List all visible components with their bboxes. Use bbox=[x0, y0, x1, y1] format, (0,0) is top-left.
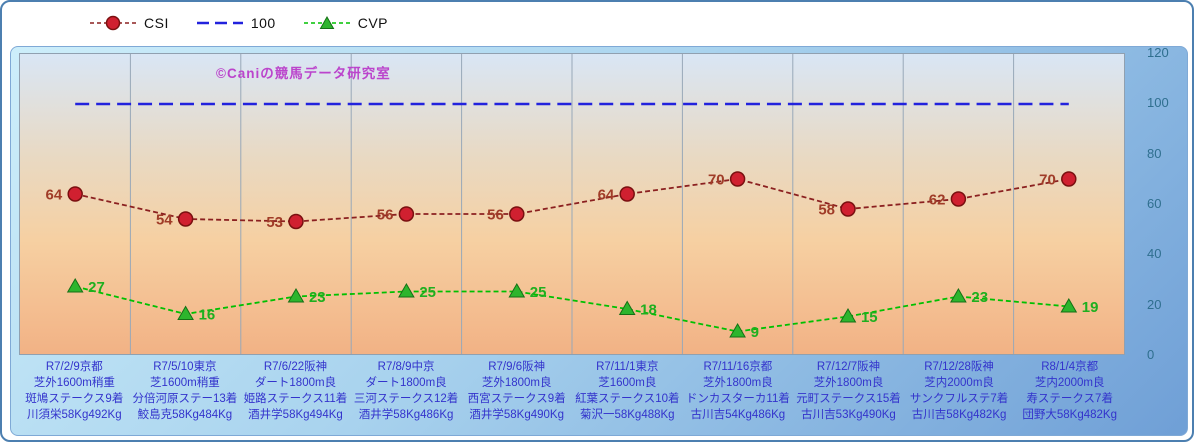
csi-point bbox=[619, 186, 635, 202]
csi-point bbox=[288, 213, 304, 230]
x-axis-label: R7/11/1東京 芝1600m良 紅葉ステークス10着 菊沢一58Kg488Kg bbox=[575, 361, 680, 421]
csi-point bbox=[729, 171, 746, 187]
csi-point bbox=[67, 186, 83, 202]
cvp-value-label: 15 bbox=[861, 309, 878, 326]
cvp-point bbox=[177, 305, 194, 320]
cvp-point bbox=[950, 288, 967, 303]
csi-value-label: 56 bbox=[377, 206, 394, 223]
x-axis-label: R7/11/16京都 芝外1800m良 ドンカスターカ11着 古川吉54Kg486Kg bbox=[685, 361, 790, 421]
csi-point bbox=[950, 191, 967, 207]
cvp-legend-marker-icon bbox=[303, 15, 350, 29]
cvp-point bbox=[729, 323, 746, 338]
x-axis-label: R7/5/10東京 芝1600m稍重 分倍河原ステー13着 鮫島克58Kg484Kg bbox=[132, 361, 238, 421]
csi-point bbox=[509, 206, 525, 222]
y-axis-label: 80 bbox=[1147, 145, 1162, 161]
x-axis-label: R7/12/7阪神 芝外1800m良 元町ステークス15着 古川吉53Kg490Kg bbox=[796, 361, 901, 421]
y-axis-label: 40 bbox=[1147, 246, 1162, 262]
cvp-point bbox=[839, 308, 857, 323]
cvp-point bbox=[287, 288, 305, 303]
cvp-value-label: 18 bbox=[640, 301, 657, 318]
legend-item-cvp: CVP bbox=[303, 15, 388, 31]
x-axis: R7/2/9京都 芝外1600m稍重 斑鳩ステークス9着 川須栄58Kg492Kg R7… bbox=[19, 359, 1125, 423]
csi-value-label: 62 bbox=[929, 191, 946, 208]
y-axis-label: 60 bbox=[1147, 196, 1162, 211]
csi-value-label: 58 bbox=[818, 201, 835, 218]
csi-value-label: 64 bbox=[598, 186, 615, 203]
x-axis-label: R7/8/9中京 ダート1800m良 三河ステークス12着 酒井学58Kg486Kg bbox=[353, 361, 459, 421]
csi-value-label: 53 bbox=[266, 214, 283, 231]
x-axis-label: R7/12/28阪神 芝内2000m良 サンクフルステ7着 古川吉58Kg482Kg bbox=[909, 361, 1009, 421]
csi-legend-marker-icon bbox=[90, 15, 136, 31]
cvp-point bbox=[66, 278, 84, 293]
csi-value-label: 56 bbox=[487, 206, 504, 223]
cvp-line bbox=[74, 285, 1069, 333]
plot-area: 64 54 53 56 56 64 70 58 62 70 27 16 23 25 25 18 9 15 23 19 … bbox=[19, 53, 1125, 355]
csi-line bbox=[75, 178, 1069, 223]
csi-point bbox=[398, 206, 415, 222]
y-axis: 0 20 40 60 80 100 120 bbox=[1147, 45, 1189, 435]
csi-value-label: 70 bbox=[1039, 171, 1056, 188]
csi-value-label: 70 bbox=[708, 171, 725, 188]
cvp-value-label: 23 bbox=[309, 289, 326, 306]
cvp-value-label: 9 bbox=[751, 324, 759, 341]
legend-item-csi: CSI bbox=[90, 15, 169, 31]
y-axis-label: 0 bbox=[1147, 347, 1155, 362]
csi-point bbox=[177, 211, 194, 227]
cvp-value-label: 27 bbox=[88, 279, 105, 296]
cvp-value-label: 25 bbox=[419, 284, 436, 301]
legend-item-100: 100 bbox=[196, 15, 276, 31]
legend-label-csi: CSI bbox=[144, 15, 169, 31]
reference-legend-marker-icon bbox=[196, 21, 243, 25]
x-axis-label: R7/2/9京都 芝外1600m稍重 斑鳩ステークス9着 川須栄58Kg492Kg bbox=[25, 361, 124, 421]
cvp-value-label: 23 bbox=[971, 289, 988, 306]
x-axis-label: R8/1/4京都 芝内2000m良 寿ステークス7着 団野大58Kg482Kg bbox=[1022, 361, 1117, 421]
csi-value-label: 54 bbox=[156, 211, 173, 228]
plot-canvas: 64 54 53 56 56 64 70 58 62 70 27 16 23 25 25 18 9 15 23 19 bbox=[46, 54, 1099, 354]
legend-label-100: 100 bbox=[250, 15, 276, 31]
cvp-point bbox=[508, 283, 526, 298]
y-axis-label: 100 bbox=[1147, 95, 1169, 111]
x-axis-label: R7/9/6阪神 芝外1800m良 西宮ステークス9着 酒井学58Kg490Kg bbox=[467, 361, 566, 421]
csi-point bbox=[1061, 171, 1077, 187]
cvp-value-label: 19 bbox=[1082, 299, 1099, 316]
csi-point bbox=[840, 201, 856, 217]
cvp-point bbox=[1060, 298, 1078, 313]
y-axis-label: 20 bbox=[1147, 296, 1162, 312]
cvp-point bbox=[618, 300, 636, 315]
chart-panel: 64 54 53 56 56 64 70 58 62 70 27 16 23 25 25 18 9 15 23 19 … bbox=[10, 45, 1189, 436]
cvp-value-label: 16 bbox=[199, 306, 216, 323]
watermark: ©Caniの競馬データ研究室 bbox=[216, 66, 391, 81]
csi-value-label: 64 bbox=[46, 186, 63, 203]
cvp-value-label: 25 bbox=[530, 284, 547, 301]
y-axis-label: 120 bbox=[1147, 45, 1169, 60]
x-axis-label: R7/6/22阪神 ダート1800m良 姫路ステークス11着 酒井学58Kg494Kg bbox=[243, 361, 348, 421]
cvp-point bbox=[398, 283, 415, 298]
legend-label-cvp: CVP bbox=[357, 15, 388, 31]
chart-legend: CSI 100 CVP bbox=[90, 10, 388, 36]
